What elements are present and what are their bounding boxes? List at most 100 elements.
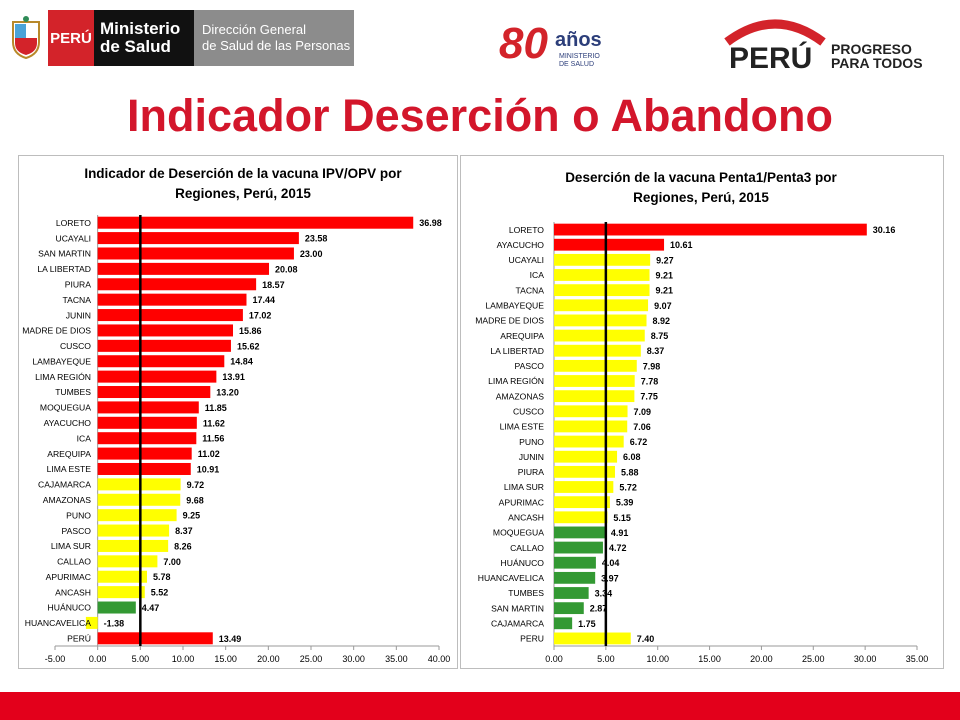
chart-panel-ipv-opv: Indicador de Deserción de la vacuna IPV/… (18, 155, 458, 669)
penta-bar (554, 375, 635, 387)
ipv-x-tick-label: 5.00 (132, 654, 150, 664)
ipv-category-label: PERÚ (67, 634, 91, 644)
ipv-category-label: CUSCO (60, 341, 91, 351)
ipv-bar (97, 386, 211, 399)
penta-category-label: CAJAMARCA (491, 618, 544, 628)
penta-value-label: 9.21 (656, 286, 674, 296)
ipv-category-label: MOQUEGUA (40, 403, 91, 413)
penta-category-label: PIURA (518, 467, 545, 477)
penta-x-tick-label: 10.00 (646, 654, 669, 664)
ipv-value-label: 23.00 (300, 249, 323, 259)
penta-value-label: 7.75 (640, 392, 658, 402)
ipv-category-label: TUMBES (55, 387, 91, 397)
ipv-value-label: 23.58 (305, 234, 328, 244)
ipv-value-label: -1.38 (104, 618, 125, 628)
brand-slogan-2: PARA TODOS (831, 55, 923, 71)
penta-bar (554, 587, 589, 599)
ipv-category-label: TACNA (63, 295, 92, 305)
penta-value-label: 7.09 (634, 407, 652, 417)
penta-bar (554, 602, 584, 615)
penta-category-label: AMAZONAS (496, 391, 544, 401)
penta-bar (554, 465, 615, 478)
penta-value-label: 8.75 (651, 331, 669, 341)
ipv-category-label: LIMA REGIÓN (35, 372, 91, 382)
ipv-bar (97, 416, 197, 429)
ipv-value-label: 18.57 (262, 280, 285, 290)
penta-bar (554, 253, 651, 266)
ipv-x-tick-label: 20.00 (257, 654, 280, 664)
ipv-category-label: MADRE DE DIOS (22, 326, 91, 336)
penta-bar (554, 496, 610, 509)
ipv-value-label: 17.44 (252, 295, 275, 305)
penta-x-tick-label: 35.00 (906, 654, 929, 664)
ipv-bar (97, 447, 192, 460)
ipv-title-line: Indicador de Deserción de la vacuna IPV/… (84, 166, 402, 181)
penta-value-label: 8.37 (647, 346, 665, 356)
penta-x-tick-label: 20.00 (750, 654, 773, 664)
coat-of-arms-icon (4, 10, 48, 66)
ipv-bar (97, 309, 243, 322)
ipv-value-label: 11.56 (202, 434, 224, 444)
ipv-bar (97, 462, 191, 475)
ipv-value-label: 4.47 (142, 603, 160, 613)
minsa-logo: PERÚ Ministerio de Salud Dirección Gener… (4, 10, 354, 66)
ipv-bar (97, 509, 177, 522)
penta-category-label: HUANCAVELICA (478, 573, 544, 583)
penta-bar (554, 390, 635, 403)
ipv-x-tick-label: 10.00 (172, 654, 195, 664)
penta-value-label: 4.72 (609, 543, 627, 553)
penta-bar (554, 405, 628, 418)
penta-bar (554, 299, 649, 312)
penta-bar (554, 284, 650, 297)
peru-brand-logo: PERÚ PROGRESO PARA TODOS (724, 19, 923, 74)
penta-bar (554, 223, 867, 236)
penta-category-label: LA LIBERTAD (490, 346, 544, 356)
penta-category-label: ANCASH (508, 512, 544, 522)
page-title: Indicador Deserción o Abandono (127, 90, 833, 141)
ipv-value-label: 8.37 (175, 526, 193, 536)
ipv-category-label: SAN MARTIN (38, 249, 91, 259)
penta-value-label: 9.07 (654, 301, 672, 311)
penta-value-label: 8.92 (653, 316, 671, 326)
penta-category-label: MADRE DE DIOS (475, 316, 544, 326)
ipv-category-label: HUANCAVELICA (25, 618, 91, 628)
penta-value-label: 5.72 (619, 483, 637, 493)
penta-category-label: PASCO (515, 361, 545, 371)
ipv-x-tick-label: 35.00 (385, 654, 408, 664)
ipv-value-label: 7.00 (163, 557, 181, 567)
anniversary-sub-2: DE SALUD (559, 61, 594, 68)
ipv-category-label: PASCO (62, 526, 92, 536)
penta-value-label: 30.16 (873, 225, 896, 235)
penta-bar (554, 359, 637, 372)
ipv-value-label: 8.26 (174, 541, 192, 551)
ipv-x-tick-label: 25.00 (300, 654, 323, 664)
ipv-value-label: 11.62 (203, 418, 225, 428)
ipv-category-label: PUNO (66, 510, 91, 520)
penta-category-label: SAN MARTIN (491, 603, 544, 613)
ipv-bar (97, 632, 213, 645)
penta-bar (554, 556, 596, 569)
penta-value-label: 6.72 (630, 437, 648, 447)
ipv-bar (97, 324, 234, 337)
penta-value-label: 4.04 (602, 558, 620, 568)
ipv-category-label: CAJAMARCA (38, 480, 91, 490)
penta-value-label: 7.78 (641, 377, 659, 387)
penta-category-label: TACNA (516, 285, 545, 295)
ipv-bar (97, 355, 225, 368)
direction-line-2: de Salud de las Personas (202, 38, 351, 53)
penta-category-label: TUMBES (508, 588, 544, 598)
penta-bar (554, 481, 614, 493)
penta-bar (554, 420, 628, 433)
penta-chart: Deserción de la vacuna Penta1/Penta3 por… (475, 170, 929, 664)
ipv-value-label: 9.72 (187, 480, 205, 490)
ipv-bar (97, 539, 169, 552)
brand-word: PERÚ (729, 41, 812, 74)
ipv-x-tick-label: 40.00 (428, 654, 451, 664)
penta-category-label: AREQUIPA (500, 331, 544, 341)
ipv-value-label: 11.85 (205, 403, 227, 413)
ipv-value-label: 13.91 (222, 372, 245, 382)
penta-value-label: 2.87 (590, 604, 608, 614)
ipv-category-label: CALLAO (57, 557, 91, 567)
ipv-x-tick-label: -5.00 (45, 654, 66, 664)
penta-value-label: 3.97 (601, 573, 619, 583)
